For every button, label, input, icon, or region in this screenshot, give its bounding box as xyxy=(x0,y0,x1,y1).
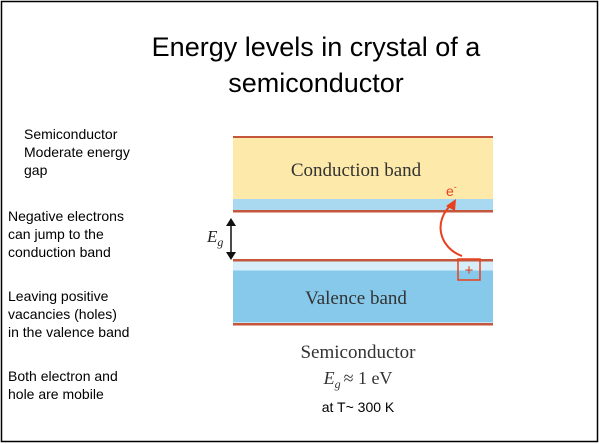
valence-line xyxy=(233,259,493,262)
note-line: conduction band xyxy=(8,244,111,260)
gap-symbol: Eg xyxy=(206,227,223,249)
conduction-band xyxy=(233,137,493,199)
note-line: Semiconductor xyxy=(24,126,118,142)
energy-relation: Eg ≈ 1 eV xyxy=(323,368,393,391)
valence-band xyxy=(233,270,493,323)
note-line: in the valence band xyxy=(8,324,129,340)
valence-edge xyxy=(233,261,493,271)
note-line: gap xyxy=(24,162,48,178)
conduction-edge xyxy=(233,199,493,210)
valence-label: Valence band xyxy=(305,288,407,309)
jump-arrow xyxy=(439,203,463,257)
notes: Semiconductor Moderate energy gap Negati… xyxy=(8,126,130,402)
band-bottom-line xyxy=(233,323,493,326)
conduction-label: Conduction band xyxy=(291,160,422,181)
temperature: at T~ 300 K xyxy=(322,399,395,415)
note-line: can jump to the xyxy=(8,226,104,242)
note-line: Leaving positive xyxy=(8,288,109,304)
electron-label: e- xyxy=(446,182,457,199)
conduction-line xyxy=(233,210,493,213)
hole-label: + xyxy=(465,262,474,279)
jump-arrow-head xyxy=(446,199,456,211)
caption: Semiconductor xyxy=(300,342,416,363)
band-top-line xyxy=(233,136,493,138)
hole-box xyxy=(457,258,481,281)
title-line: Energy levels in crystal of a xyxy=(152,32,482,62)
note-line: Both electron and xyxy=(8,368,118,384)
note-line: Negative electrons xyxy=(8,208,124,224)
band-diagram: Conduction band Valence band Eg e- + Sem… xyxy=(206,136,493,415)
title-line: semiconductor xyxy=(228,68,404,98)
note-line: Moderate energy xyxy=(24,144,130,160)
note-line: vacancies (holes) xyxy=(8,306,117,322)
note-line: hole are mobile xyxy=(8,386,104,402)
